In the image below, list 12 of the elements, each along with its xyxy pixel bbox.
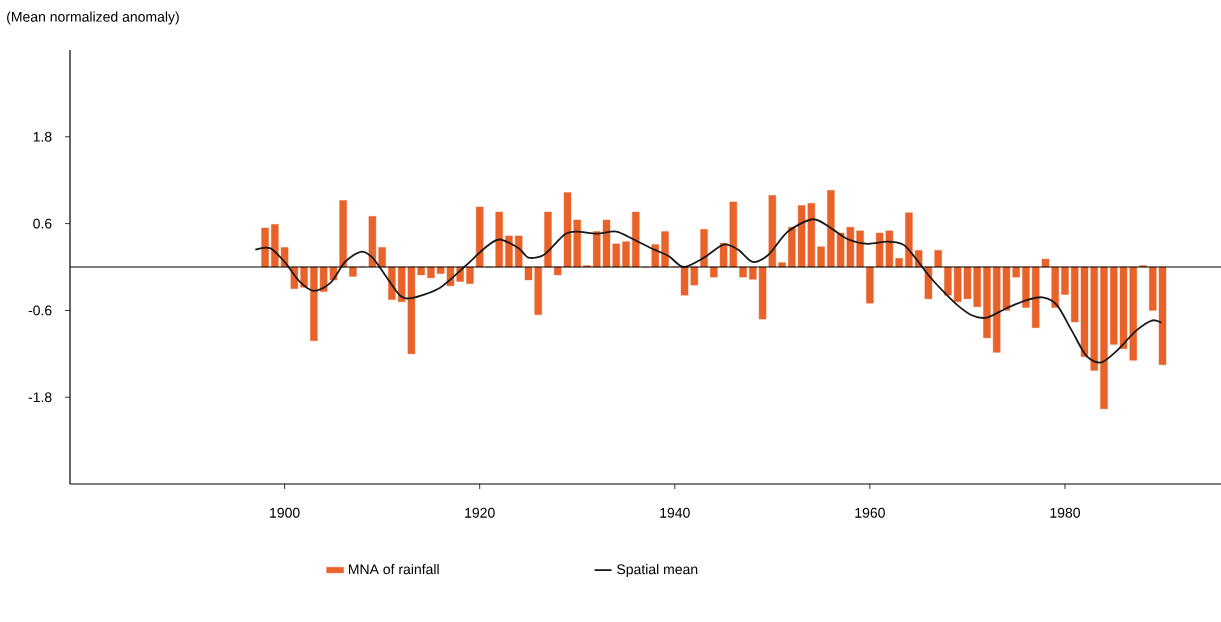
x-tick-label: 1960: [855, 507, 885, 518]
y-tick-label: 1.8: [33, 131, 52, 142]
x-tick-label: 1980: [1050, 507, 1080, 518]
x-tick-label: 1920: [465, 507, 495, 518]
x-tick-label: 1900: [270, 507, 300, 518]
y-axis-title: (Mean normalized anomaly): [7, 11, 179, 25]
legend-label: Spatial mean: [617, 563, 698, 578]
y-tick-label: -0.6: [28, 305, 52, 316]
legend-label: MNA of rainfall: [348, 563, 439, 575]
x-tick-label: 1940: [660, 507, 690, 518]
y-tick-label: -1.8: [28, 392, 52, 403]
y-tick-label: 0.6: [33, 218, 52, 229]
